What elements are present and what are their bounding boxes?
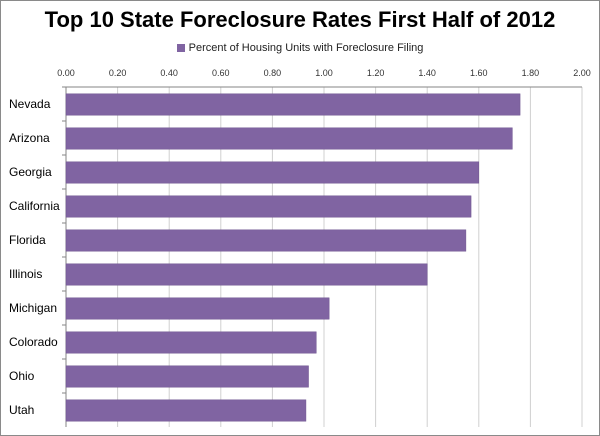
category-label: California — [9, 199, 60, 213]
legend-swatch — [176, 44, 185, 52]
category-label: Utah — [9, 403, 34, 417]
x-tick-label: 1.00 — [315, 68, 333, 78]
bar-arizona — [65, 127, 513, 150]
bar-michigan — [65, 297, 330, 320]
category-label: Arizona — [9, 131, 50, 145]
x-tick-label: 1.20 — [367, 68, 385, 78]
x-tick-label: 0.40 — [160, 68, 178, 78]
bar-utah — [65, 399, 307, 422]
x-tick-label: 0.20 — [109, 68, 127, 78]
chart-title: Top 10 State Foreclosure Rates First Hal… — [44, 7, 556, 32]
x-tick-label: 1.40 — [418, 68, 436, 78]
x-tick-label: 1.60 — [470, 68, 488, 78]
bar-illinois — [65, 263, 428, 286]
x-tick-label: 2.00 — [573, 68, 591, 78]
bar-georgia — [65, 161, 480, 184]
category-label: Nevada — [9, 97, 51, 111]
bar-colorado — [65, 331, 317, 354]
x-tick-label: 0.60 — [212, 68, 230, 78]
x-tick-label: 0.00 — [57, 68, 75, 78]
x-tick-label: 0.80 — [264, 68, 282, 78]
bar-california — [65, 195, 472, 218]
x-tick-label: 1.80 — [522, 68, 540, 78]
category-label: Florida — [9, 233, 46, 247]
bar-florida — [65, 229, 467, 252]
legend-label: Percent of Housing Units with Foreclosur… — [188, 42, 424, 54]
category-label: Michigan — [9, 301, 57, 315]
bar-nevada — [65, 93, 521, 116]
category-label: Ohio — [9, 369, 35, 383]
category-label: Colorado — [9, 335, 58, 349]
bar-ohio — [65, 365, 309, 388]
legend: Percent of Housing Units with Foreclosur… — [1, 42, 599, 54]
category-label: Illinois — [9, 267, 42, 281]
category-label: Georgia — [9, 165, 52, 179]
